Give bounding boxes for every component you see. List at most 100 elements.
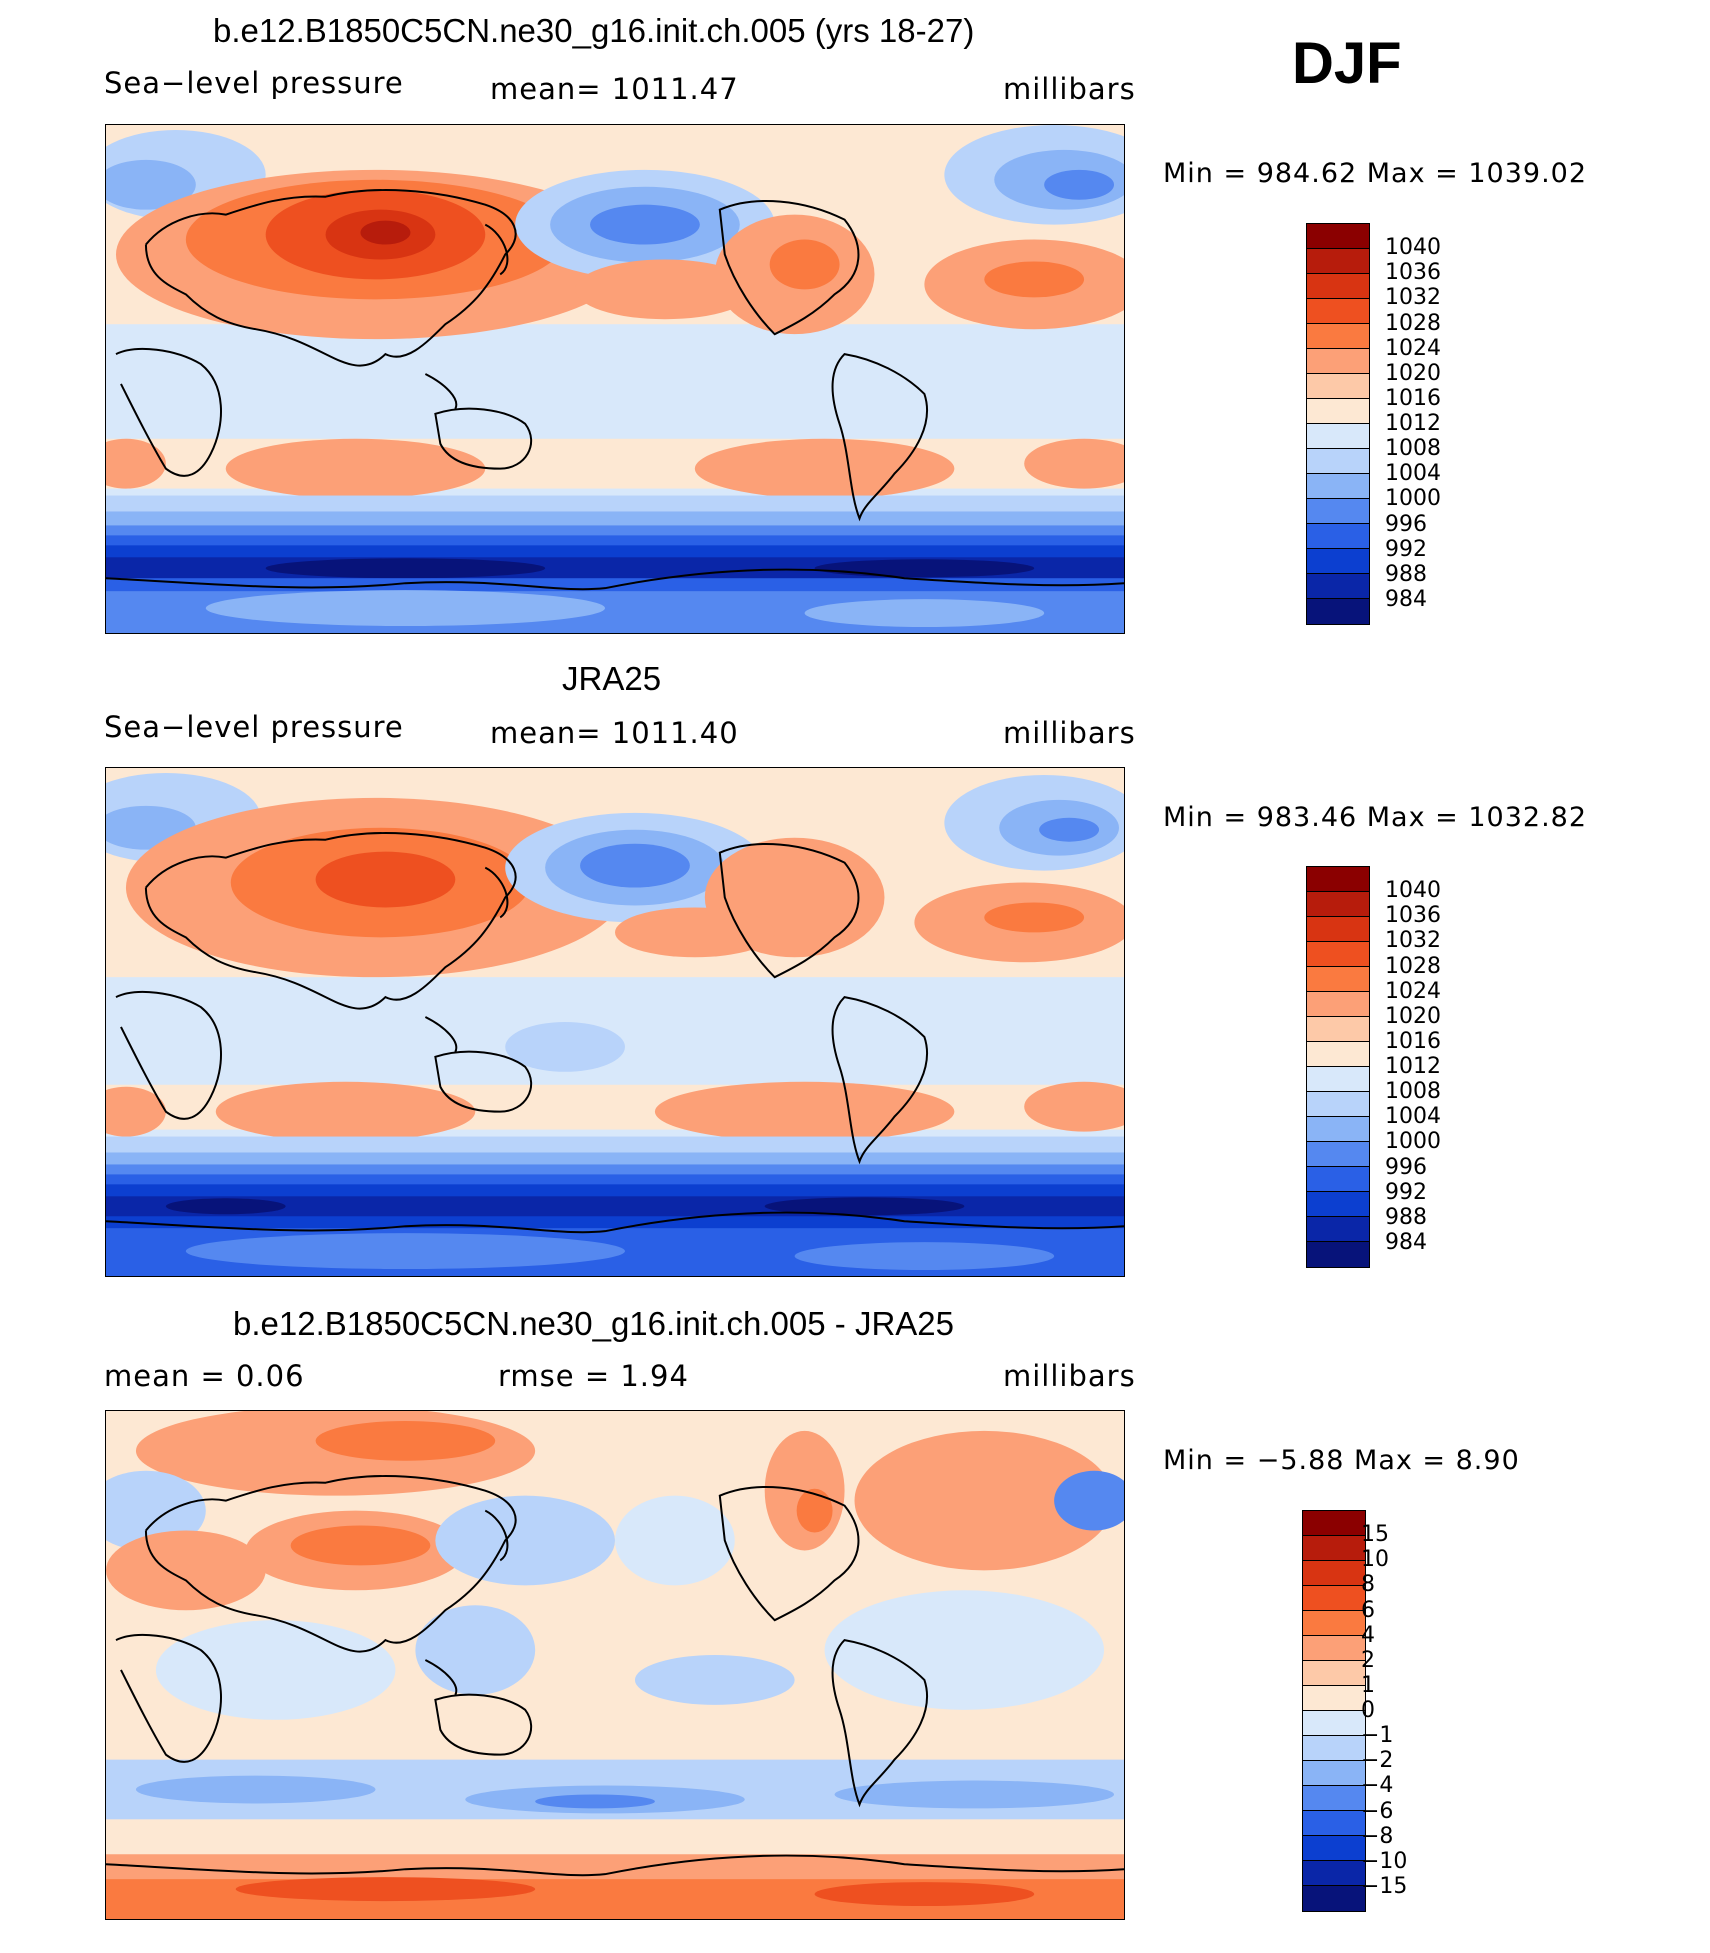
colorbar-tick-label: 1032	[1385, 928, 1441, 954]
colorbar-tick-label: 2	[1361, 1647, 1375, 1673]
colorbar-segment	[1307, 549, 1369, 574]
colorbar-segment	[1307, 424, 1369, 449]
colorbar-tick-label: 1016	[1385, 385, 1441, 411]
rmse-label: rmse = 1.94	[498, 1359, 689, 1393]
colorbar-tick-label: 1020	[1385, 1003, 1441, 1029]
colorbar-segment	[1303, 1511, 1365, 1536]
colorbar-tick-label: 1040	[1385, 235, 1441, 261]
colorbar-tick-label: 1024	[1385, 335, 1441, 361]
colorbar-segment	[1303, 1586, 1365, 1611]
colorbar-segment	[1307, 274, 1369, 299]
colorbar-tick-label: 1040	[1385, 878, 1441, 904]
colorbar-tick-label: 1028	[1385, 310, 1441, 336]
colorbar-tick-label: 1028	[1385, 953, 1441, 979]
colorbar-segment	[1307, 474, 1369, 499]
colorbar-segment	[1303, 1611, 1365, 1636]
colorbar-tick-label: 1036	[1385, 260, 1441, 286]
colorbar-tick-label: 988	[1385, 561, 1427, 587]
colorbar-segment	[1307, 892, 1369, 917]
sea-level-pressure-map	[106, 125, 1124, 633]
colorbar-tick-label: 1	[1361, 1672, 1375, 1698]
colorbar-tick-label: 1012	[1385, 411, 1441, 436]
colorbar-segment	[1307, 374, 1369, 399]
colorbar-segment	[1307, 1217, 1369, 1242]
colorbar-tick-label: −2	[1361, 1748, 1394, 1774]
colorbar-segment	[1307, 1017, 1369, 1042]
colorbar-tick-label: 992	[1385, 1179, 1427, 1205]
colorbar-segment	[1307, 1242, 1369, 1267]
colorbar-segment	[1303, 1711, 1365, 1736]
units-label: millibars	[1003, 72, 1136, 106]
colorbar-tick-label: 1016	[1385, 1028, 1441, 1054]
colorbar	[1306, 223, 1370, 625]
colorbar-tick-label: 1036	[1385, 903, 1441, 929]
colorbar-tick-label: 992	[1385, 536, 1427, 562]
contour-map	[105, 124, 1125, 634]
contour-map	[105, 767, 1125, 1277]
colorbar	[1306, 866, 1370, 1268]
colorbar-segment	[1307, 1042, 1369, 1067]
colorbar-segment	[1303, 1561, 1365, 1586]
panel-title: JRA25	[562, 660, 662, 697]
colorbar-segment	[1307, 1092, 1369, 1117]
colorbar-tick-label: 1012	[1385, 1054, 1441, 1079]
colorbar-tick-label: 1024	[1385, 978, 1441, 1004]
colorbar-segment	[1307, 1167, 1369, 1192]
colorbar-segment	[1307, 1192, 1369, 1217]
colorbar-segment	[1303, 1886, 1365, 1911]
mean-label: mean= 1011.47	[490, 72, 739, 106]
colorbar-segment	[1307, 867, 1369, 892]
colorbar-tick-label: 10	[1361, 1547, 1389, 1573]
colorbar-segment	[1307, 967, 1369, 992]
colorbar-tick-label: 1004	[1385, 461, 1441, 487]
colorbar-tick-label: 996	[1385, 1154, 1427, 1180]
colorbar-tick-label: 4	[1361, 1622, 1375, 1648]
colorbar-segment	[1303, 1661, 1365, 1686]
colorbar-segment	[1307, 399, 1369, 424]
colorbar-segment	[1303, 1861, 1365, 1886]
colorbar-tick-label: 984	[1385, 586, 1427, 612]
colorbar-segment	[1307, 249, 1369, 274]
colorbar-tick-label: 0	[1361, 1698, 1375, 1723]
colorbar-tick-label: 1000	[1385, 1129, 1441, 1155]
panel-title: b.e12.B1850C5CN.ne30_g16.init.ch.005 (yr…	[213, 12, 975, 49]
colorbar-segment	[1307, 1117, 1369, 1142]
difference-map	[106, 1411, 1124, 1919]
variable-label: Sea−level pressure	[104, 66, 404, 100]
colorbar-segment	[1303, 1536, 1365, 1561]
colorbar-tick-label: 1020	[1385, 360, 1441, 386]
units-label: millibars	[1003, 716, 1136, 750]
colorbar-tick-label: 1008	[1385, 436, 1441, 462]
colorbar-segment	[1303, 1786, 1365, 1811]
variable-label: Sea−level pressure	[104, 710, 404, 744]
colorbar-segment	[1307, 524, 1369, 549]
season-label: DJF	[1292, 31, 1402, 96]
colorbar-segment	[1307, 224, 1369, 249]
colorbar-segment	[1307, 1142, 1369, 1167]
units-label: millibars	[1003, 1359, 1136, 1393]
colorbar-segment	[1307, 599, 1369, 624]
colorbar-tick-label: 8	[1361, 1572, 1375, 1598]
colorbar-segment	[1307, 349, 1369, 374]
colorbar-tick-label: 988	[1385, 1204, 1427, 1230]
colorbar-tick-label: −4	[1361, 1773, 1394, 1799]
colorbar-tick-label: −1	[1361, 1723, 1394, 1749]
colorbar-segment	[1303, 1736, 1365, 1761]
min-max-label: Min = 984.62 Max = 1039.02	[1163, 158, 1588, 189]
colorbar-tick-label: 1032	[1385, 285, 1441, 311]
colorbar-segment	[1307, 499, 1369, 524]
colorbar-segment	[1303, 1811, 1365, 1836]
colorbar-tick-label: −6	[1361, 1798, 1394, 1824]
colorbar-segment	[1303, 1761, 1365, 1786]
colorbar-tick-label: 1000	[1385, 486, 1441, 512]
colorbar-tick-label: 15	[1361, 1522, 1389, 1548]
colorbar-tick-label: 1008	[1385, 1079, 1441, 1105]
panel-title: b.e12.B1850C5CN.ne30_g16.init.ch.005 - J…	[233, 1305, 954, 1342]
colorbar-segment	[1307, 574, 1369, 599]
contour-map	[105, 1410, 1125, 1920]
min-max-label: Min = 983.46 Max = 1032.82	[1163, 802, 1588, 833]
colorbar-segment	[1307, 992, 1369, 1017]
colorbar-segment	[1307, 449, 1369, 474]
colorbar-segment	[1307, 299, 1369, 324]
colorbar-segment	[1303, 1836, 1365, 1861]
